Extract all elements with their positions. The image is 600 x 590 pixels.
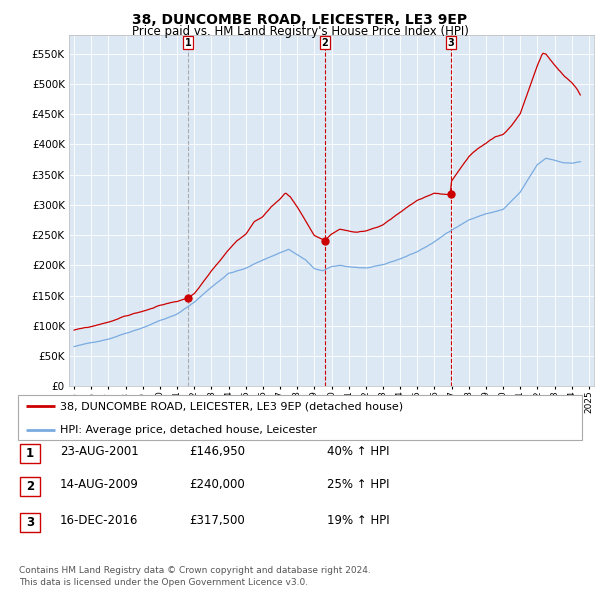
Text: 38, DUNCOMBE ROAD, LEICESTER, LE3 9EP (detached house): 38, DUNCOMBE ROAD, LEICESTER, LE3 9EP (d… <box>60 401 403 411</box>
Text: 3: 3 <box>448 38 454 48</box>
Text: 1: 1 <box>185 38 191 48</box>
Text: £146,950: £146,950 <box>189 445 245 458</box>
Text: 40% ↑ HPI: 40% ↑ HPI <box>327 445 389 458</box>
Bar <box>20 513 40 532</box>
Text: 16-DEC-2016: 16-DEC-2016 <box>60 514 139 527</box>
Text: 19% ↑ HPI: 19% ↑ HPI <box>327 514 389 527</box>
Text: 2: 2 <box>322 38 328 48</box>
Bar <box>20 444 40 463</box>
Text: 25% ↑ HPI: 25% ↑ HPI <box>327 478 389 491</box>
Text: HPI: Average price, detached house, Leicester: HPI: Average price, detached house, Leic… <box>60 425 317 435</box>
Text: 23-AUG-2001: 23-AUG-2001 <box>60 445 139 458</box>
Text: 3: 3 <box>26 516 34 529</box>
Text: £240,000: £240,000 <box>189 478 245 491</box>
Text: Contains HM Land Registry data © Crown copyright and database right 2024.
This d: Contains HM Land Registry data © Crown c… <box>19 566 371 587</box>
Text: 2: 2 <box>26 480 34 493</box>
Text: £317,500: £317,500 <box>189 514 245 527</box>
Text: 14-AUG-2009: 14-AUG-2009 <box>60 478 139 491</box>
Bar <box>20 477 40 496</box>
Text: Price paid vs. HM Land Registry's House Price Index (HPI): Price paid vs. HM Land Registry's House … <box>131 25 469 38</box>
Text: 38, DUNCOMBE ROAD, LEICESTER, LE3 9EP: 38, DUNCOMBE ROAD, LEICESTER, LE3 9EP <box>133 13 467 27</box>
Text: 1: 1 <box>26 447 34 460</box>
